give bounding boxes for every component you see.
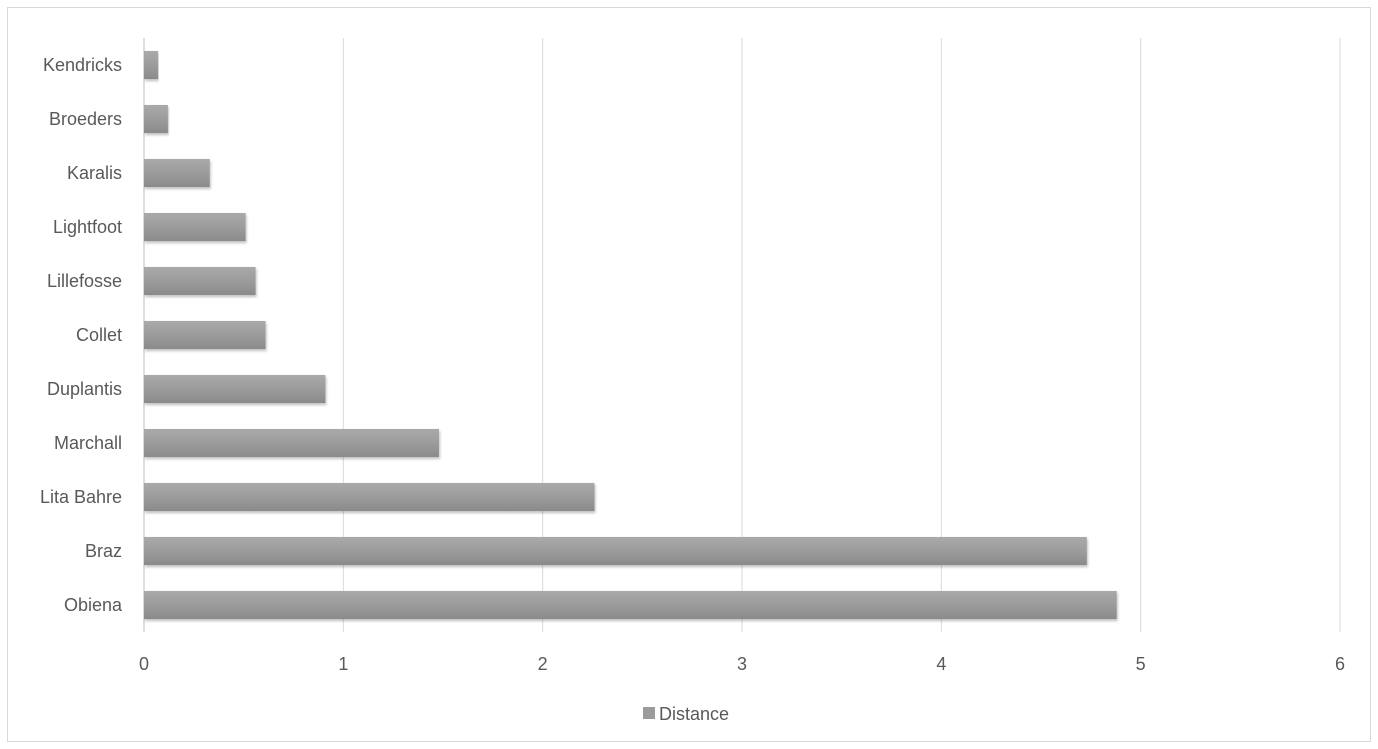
tick-label-2: 2 (538, 654, 548, 674)
gridlines (143, 38, 1341, 632)
bar-marchall (144, 428, 440, 458)
bar-lillefosse (144, 266, 256, 296)
category-label-obiena: Obiena (64, 595, 123, 615)
bar-lightfoot (144, 212, 246, 242)
bar-obiena (144, 590, 1117, 620)
tick-label-3: 3 (737, 654, 747, 674)
category-label-collet: Collet (76, 325, 122, 345)
chart-frame (7, 7, 1371, 742)
category-label-duplantis: Duplantis (47, 379, 122, 399)
bar-collet (144, 320, 266, 350)
category-label-lillefosse: Lillefosse (47, 271, 122, 291)
legend-label: Distance (659, 704, 729, 724)
bar-broeders (144, 104, 168, 134)
category-axis: Obiena Braz Lita Bahre Marchall Duplantis Col… (40, 55, 123, 615)
category-label-marchall: Marchall (54, 433, 122, 453)
bar-kendricks (144, 50, 158, 80)
category-label-lita-bahre: Lita Bahre (40, 487, 122, 507)
category-label-broeders: Broeders (49, 109, 122, 129)
legend-swatch (643, 707, 655, 719)
bar-duplantis (144, 374, 326, 404)
bar-karalis (144, 158, 210, 188)
category-label-kendricks: Kendricks (43, 55, 122, 75)
bar-braz (144, 536, 1087, 566)
value-axis: 0 1 2 3 4 5 6 (139, 654, 1345, 674)
bar-lita-bahre (144, 482, 595, 512)
legend: Distance (643, 704, 729, 724)
tick-label-6: 6 (1335, 654, 1345, 674)
category-label-karalis: Karalis (67, 163, 122, 183)
tick-label-4: 4 (936, 654, 946, 674)
category-label-braz: Braz (85, 541, 122, 561)
tick-label-1: 1 (338, 654, 348, 674)
tick-label-0: 0 (139, 654, 149, 674)
category-label-lightfoot: Lightfoot (53, 217, 122, 237)
tick-label-5: 5 (1136, 654, 1146, 674)
bars (144, 50, 1117, 620)
